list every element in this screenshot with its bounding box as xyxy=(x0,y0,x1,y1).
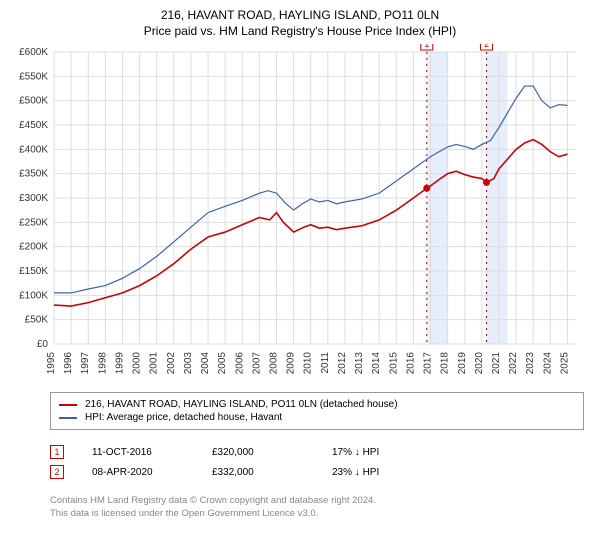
svg-text:2013: 2013 xyxy=(354,352,365,375)
sale-date-1: 11-OCT-2016 xyxy=(92,447,212,458)
legend-swatch-1 xyxy=(59,417,77,419)
svg-text:£200K: £200K xyxy=(19,242,48,253)
svg-text:2003: 2003 xyxy=(183,352,194,375)
svg-text:£500K: £500K xyxy=(19,96,48,107)
svg-text:2009: 2009 xyxy=(286,352,297,375)
footnote-line-1: Contains HM Land Registry data © Crown c… xyxy=(50,494,584,507)
root: 216, HAVANT ROAD, HAYLING ISLAND, PO11 0… xyxy=(0,0,600,560)
svg-text:2010: 2010 xyxy=(303,352,314,375)
svg-text:£550K: £550K xyxy=(19,71,48,82)
svg-text:1998: 1998 xyxy=(97,352,108,375)
sale-price-2: £332,000 xyxy=(212,467,332,478)
svg-text:2002: 2002 xyxy=(166,352,177,375)
svg-text:2017: 2017 xyxy=(423,352,434,375)
svg-text:2018: 2018 xyxy=(440,352,451,375)
svg-text:£50K: £50K xyxy=(25,315,49,326)
sale-date-2: 08-APR-2020 xyxy=(92,467,212,478)
legend: 216, HAVANT ROAD, HAYLING ISLAND, PO11 0… xyxy=(50,392,584,430)
svg-text:2000: 2000 xyxy=(132,352,143,375)
svg-text:2005: 2005 xyxy=(217,352,228,375)
sale-delta-2: 23% ↓ HPI xyxy=(332,467,452,478)
svg-text:2007: 2007 xyxy=(251,352,262,375)
svg-text:£150K: £150K xyxy=(19,266,48,277)
legend-label-1: HPI: Average price, detached house, Hava… xyxy=(85,412,282,423)
sale-row: 1 11-OCT-2016 £320,000 17% ↓ HPI xyxy=(50,442,584,462)
svg-text:2008: 2008 xyxy=(268,352,279,375)
svg-text:2001: 2001 xyxy=(149,352,160,375)
chart-svg: £0 £50K £100K £150K £200K £250K £300K £350K £400… xyxy=(4,44,584,384)
footnote: Contains HM Land Registry data © Crown c… xyxy=(50,494,584,521)
svg-text:£250K: £250K xyxy=(19,217,48,228)
svg-text:2014: 2014 xyxy=(371,352,382,375)
title-block: 216, HAVANT ROAD, HAYLING ISLAND, PO11 0… xyxy=(4,8,596,38)
svg-text:£300K: £300K xyxy=(19,193,48,204)
legend-label-0: 216, HAVANT ROAD, HAYLING ISLAND, PO11 0… xyxy=(85,399,398,410)
sale-price-1: £320,000 xyxy=(212,447,332,458)
svg-text:£0: £0 xyxy=(37,339,49,350)
svg-text:1999: 1999 xyxy=(114,352,125,375)
footnote-line-2: This data is licensed under the Open Gov… xyxy=(50,507,584,520)
svg-text:£400K: £400K xyxy=(19,144,48,155)
sale-marker-2: 2 xyxy=(50,465,64,479)
svg-text:2023: 2023 xyxy=(525,352,536,375)
svg-text:2006: 2006 xyxy=(234,352,245,375)
svg-text:2025: 2025 xyxy=(559,352,570,375)
sale-delta-1: 17% ↓ HPI xyxy=(332,447,452,458)
svg-text:1996: 1996 xyxy=(63,352,74,375)
svg-text:2012: 2012 xyxy=(337,352,348,375)
svg-text:£350K: £350K xyxy=(19,169,48,180)
legend-row: HPI: Average price, detached house, Hava… xyxy=(59,411,575,424)
svg-text:1: 1 xyxy=(424,44,429,49)
svg-text:£600K: £600K xyxy=(19,47,48,58)
chart: £0 £50K £100K £150K £200K £250K £300K £350K £400… xyxy=(4,44,596,384)
svg-text:2016: 2016 xyxy=(405,352,416,375)
svg-text:2: 2 xyxy=(484,44,489,49)
legend-row: 216, HAVANT ROAD, HAYLING ISLAND, PO11 0… xyxy=(59,398,575,411)
svg-text:1997: 1997 xyxy=(80,352,91,375)
title-sub: Price paid vs. HM Land Registry's House … xyxy=(4,24,596,38)
sales-block: 1 11-OCT-2016 £320,000 17% ↓ HPI 2 08-AP… xyxy=(50,442,584,482)
svg-text:£100K: £100K xyxy=(19,290,48,301)
svg-text:2011: 2011 xyxy=(320,352,331,374)
legend-swatch-0 xyxy=(59,404,77,406)
svg-text:£450K: £450K xyxy=(19,120,48,131)
title-main: 216, HAVANT ROAD, HAYLING ISLAND, PO11 0… xyxy=(4,8,596,22)
svg-text:2022: 2022 xyxy=(508,352,519,375)
svg-text:2004: 2004 xyxy=(200,352,211,375)
sale-row: 2 08-APR-2020 £332,000 23% ↓ HPI xyxy=(50,462,584,482)
svg-text:2015: 2015 xyxy=(388,352,399,375)
svg-text:2024: 2024 xyxy=(542,352,553,375)
svg-text:2021: 2021 xyxy=(491,352,502,375)
svg-text:1995: 1995 xyxy=(46,352,57,375)
sale-marker-1: 1 xyxy=(50,445,64,459)
svg-text:2020: 2020 xyxy=(474,352,485,375)
svg-text:2019: 2019 xyxy=(457,352,468,375)
